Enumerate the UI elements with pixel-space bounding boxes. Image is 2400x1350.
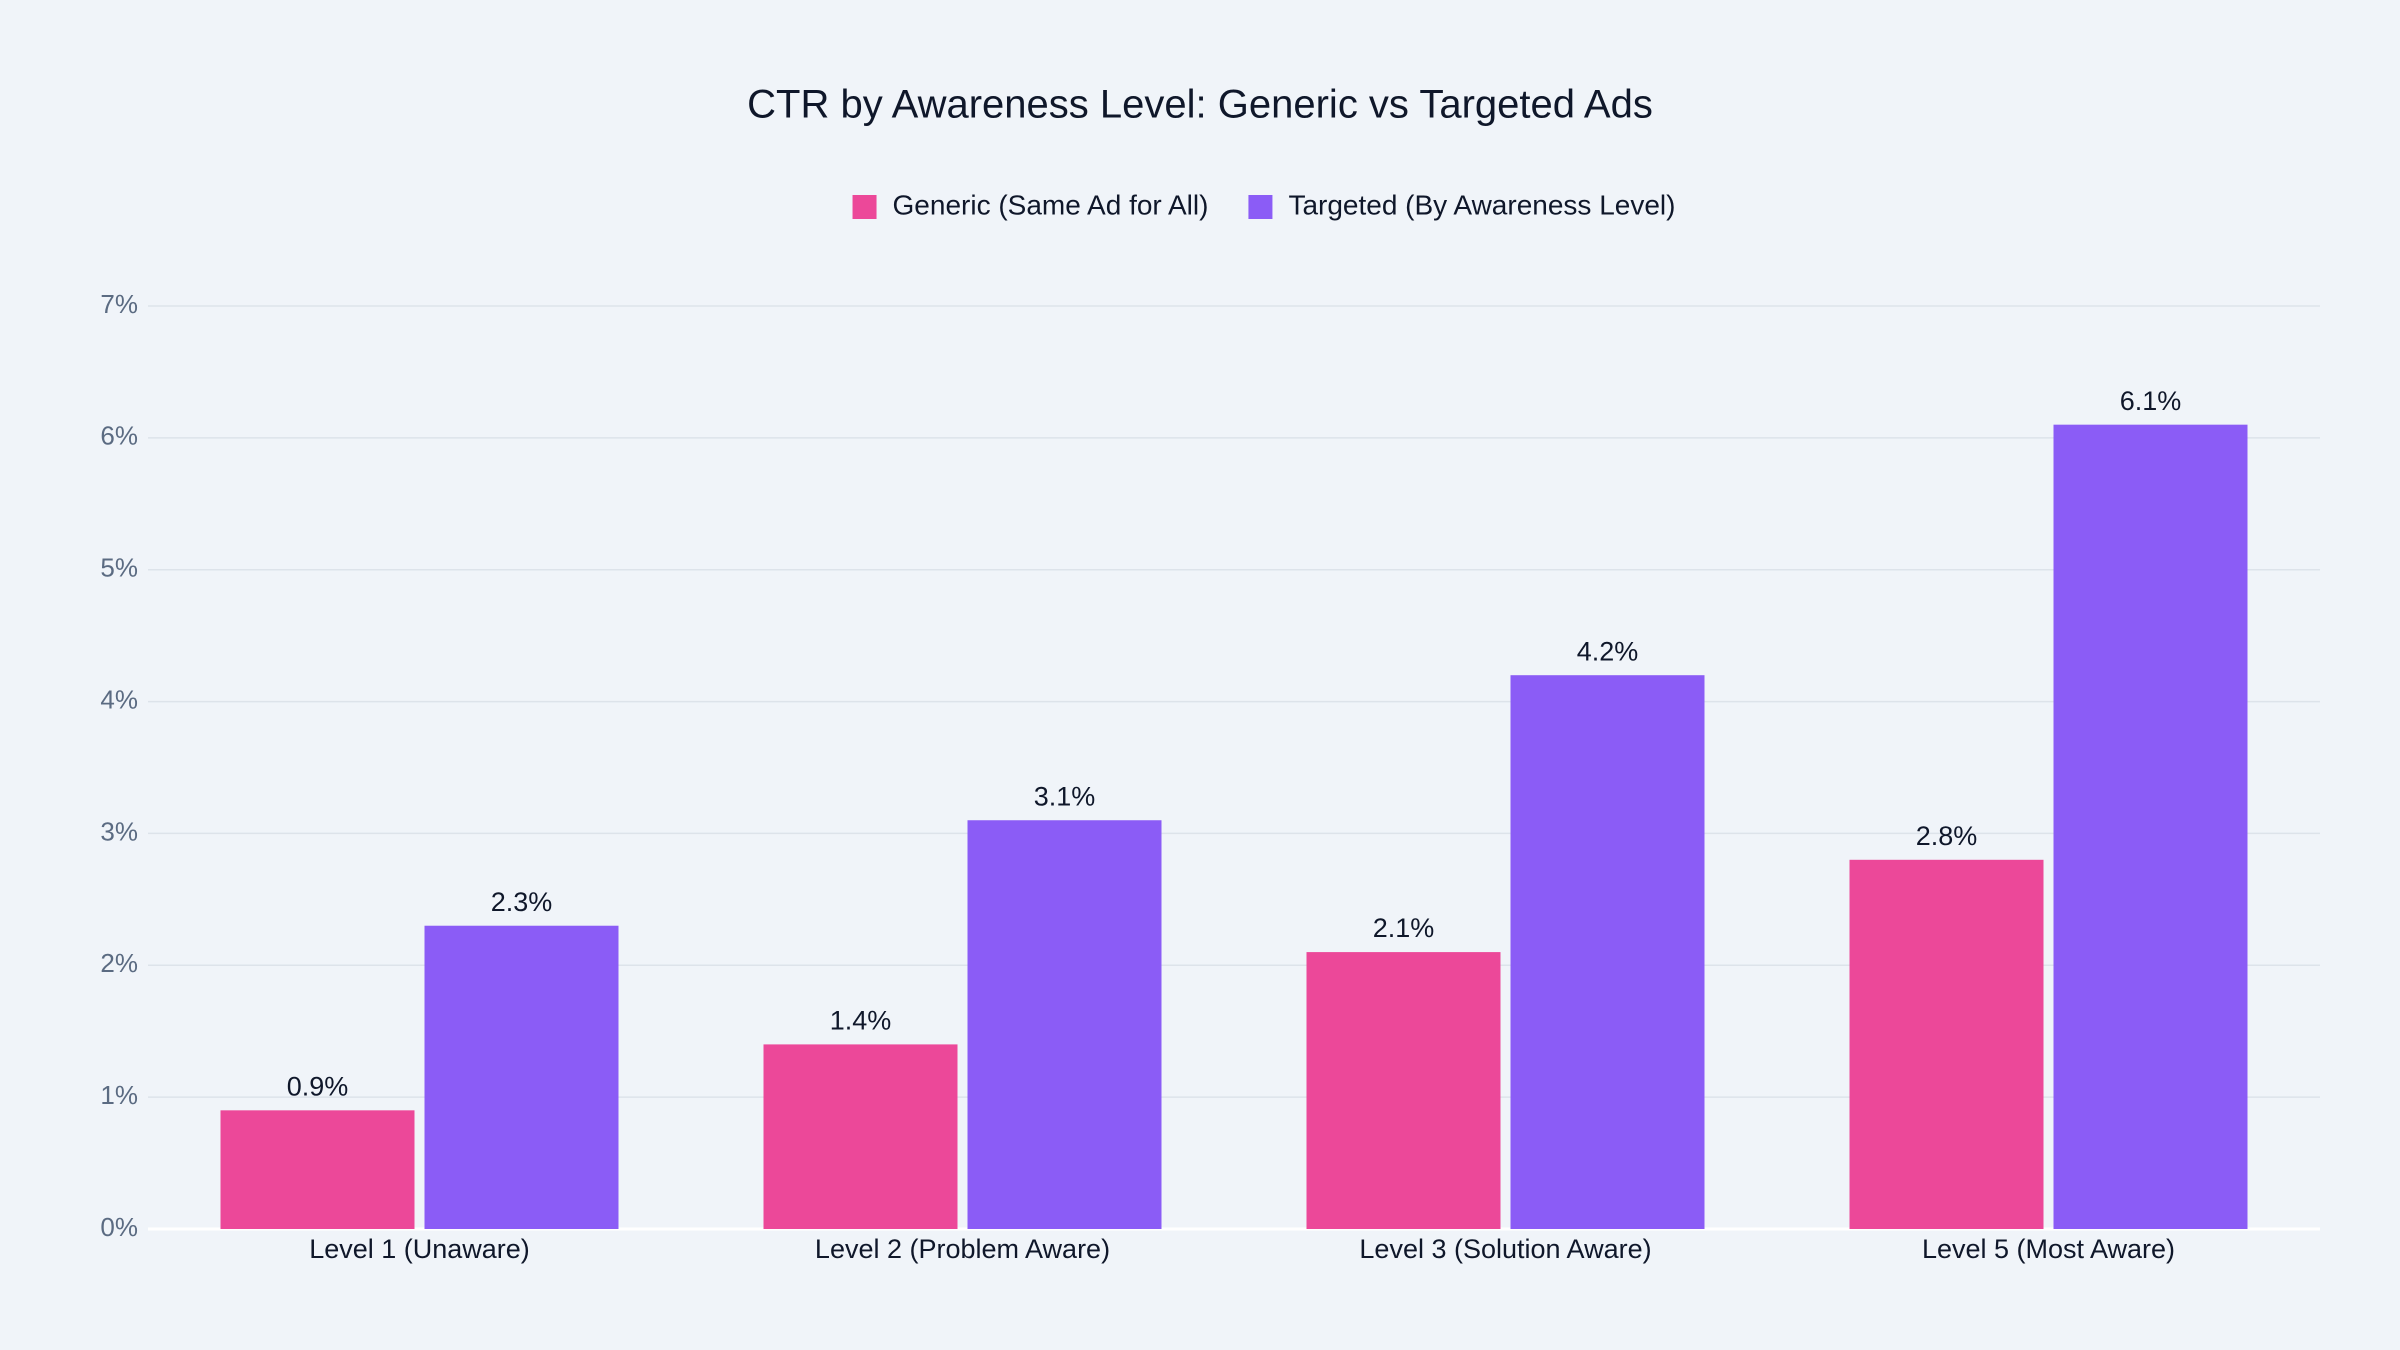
x-tick-label: Level 1 (Unaware) (309, 1234, 530, 1264)
value-label: 3.1% (1034, 781, 1096, 811)
bar (220, 1110, 415, 1229)
bar (1510, 675, 1705, 1229)
bar (967, 820, 1162, 1229)
legend: Generic (Same Ad for All) Targeted (By Aw… (852, 189, 1675, 220)
x-tick-label: Level 5 (Most Aware) (1922, 1234, 2175, 1264)
y-tick-label: 5% (100, 553, 138, 583)
bar (424, 925, 619, 1229)
value-label: 2.1% (1373, 913, 1435, 943)
chart-title: CTR by Awareness Level: Generic vs Targe… (747, 83, 1653, 127)
value-label: 6.1% (2120, 386, 2182, 416)
x-tick-label: Level 2 (Problem Aware) (815, 1234, 1110, 1264)
value-label: 4.2% (1577, 636, 1639, 666)
y-tick-label: 4% (100, 684, 138, 714)
bar (763, 1044, 958, 1229)
marks: Level 1 (Unaware) 0.9% 2.3% Level 2 (Proble… (220, 386, 2248, 1264)
value-label: 1.4% (830, 1006, 892, 1036)
legend-label: Generic (Same Ad for All) (893, 189, 1209, 220)
value-label: 2.8% (1916, 821, 1978, 851)
bar (2053, 424, 2248, 1230)
y-tick-label: 1% (100, 1080, 138, 1110)
bar (1849, 859, 2044, 1229)
y-tick-label: 3% (100, 816, 138, 846)
legend-swatch (1248, 195, 1273, 219)
y-tick-label: 0% (100, 1212, 138, 1242)
value-label: 0.9% (287, 1071, 349, 1101)
y-tick-label: 7% (100, 289, 138, 319)
value-label: 2.3% (491, 887, 553, 917)
bar (1306, 952, 1501, 1229)
y-tick-label: 6% (100, 421, 138, 451)
legend-swatch (852, 195, 877, 219)
y-tick-label: 2% (100, 948, 138, 978)
x-tick-label: Level 3 (Solution Aware) (1359, 1234, 1651, 1264)
legend-label: Targeted (By Awareness Level) (1288, 189, 1675, 220)
